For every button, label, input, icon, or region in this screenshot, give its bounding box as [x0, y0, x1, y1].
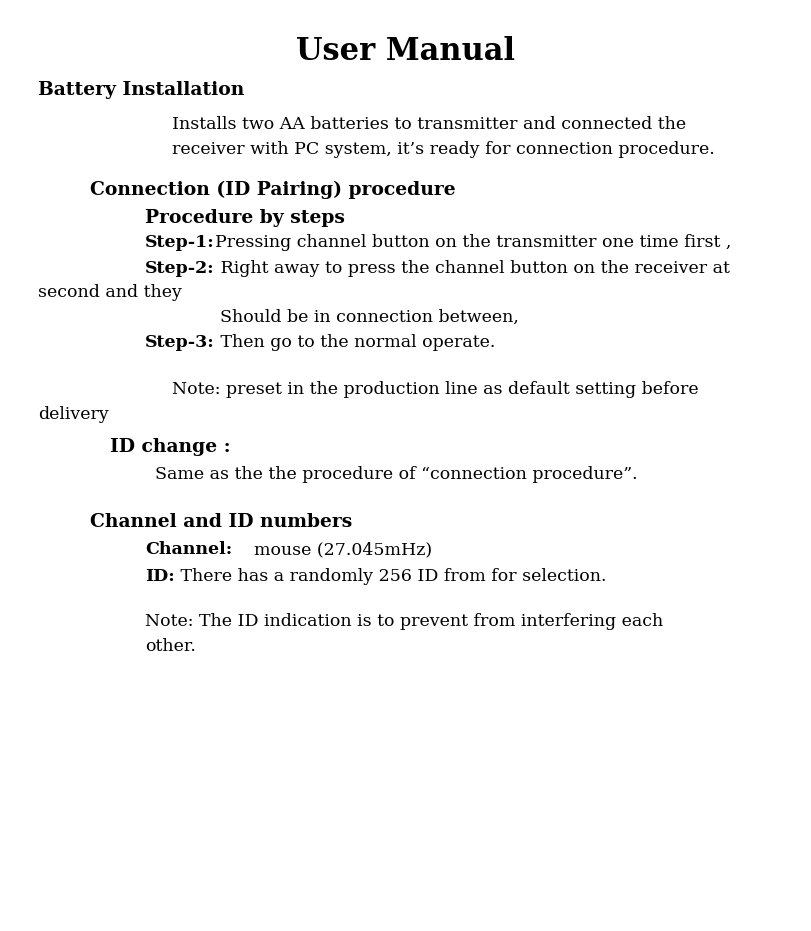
Text: User Manual: User Manual — [296, 36, 515, 67]
Text: Step-1:: Step-1: — [145, 234, 215, 251]
Text: other.: other. — [145, 638, 196, 655]
Text: ID change :: ID change : — [110, 438, 230, 456]
Text: Right away to press the channel button on the receiver at: Right away to press the channel button o… — [215, 260, 730, 277]
Text: Channel and ID numbers: Channel and ID numbers — [90, 513, 352, 531]
Text: Note: The ID indication is to prevent from interfering each: Note: The ID indication is to prevent fr… — [145, 613, 663, 630]
Text: second and they: second and they — [38, 284, 182, 301]
Text: Channel:: Channel: — [145, 541, 232, 558]
Text: Step-2:: Step-2: — [145, 260, 215, 277]
Text: Pressing channel button on the transmitter one time first ,: Pressing channel button on the transmitt… — [215, 234, 732, 251]
Text: Note: preset in the production line as default setting before: Note: preset in the production line as d… — [172, 381, 698, 398]
Text: Should be in connection between,: Should be in connection between, — [220, 309, 519, 326]
Text: There has a randomly 256 ID from for selection.: There has a randomly 256 ID from for sel… — [174, 568, 607, 585]
Text: mouse (27.045mHz): mouse (27.045mHz) — [232, 541, 432, 558]
Text: Same as the the procedure of “connection procedure”.: Same as the the procedure of “connection… — [155, 466, 637, 483]
Text: Procedure by steps: Procedure by steps — [145, 209, 345, 227]
Text: receiver with PC system, it’s ready for connection procedure.: receiver with PC system, it’s ready for … — [172, 141, 714, 158]
Text: Installs two AA batteries to transmitter and connected the: Installs two AA batteries to transmitter… — [172, 116, 686, 133]
Text: ID:: ID: — [145, 568, 174, 585]
Text: delivery: delivery — [38, 406, 109, 423]
Text: Battery Installation: Battery Installation — [38, 81, 244, 99]
Text: Connection (ID Pairing) procedure: Connection (ID Pairing) procedure — [90, 181, 456, 199]
Text: Then go to the normal operate.: Then go to the normal operate. — [215, 334, 496, 351]
Text: Step-3:: Step-3: — [145, 334, 215, 351]
